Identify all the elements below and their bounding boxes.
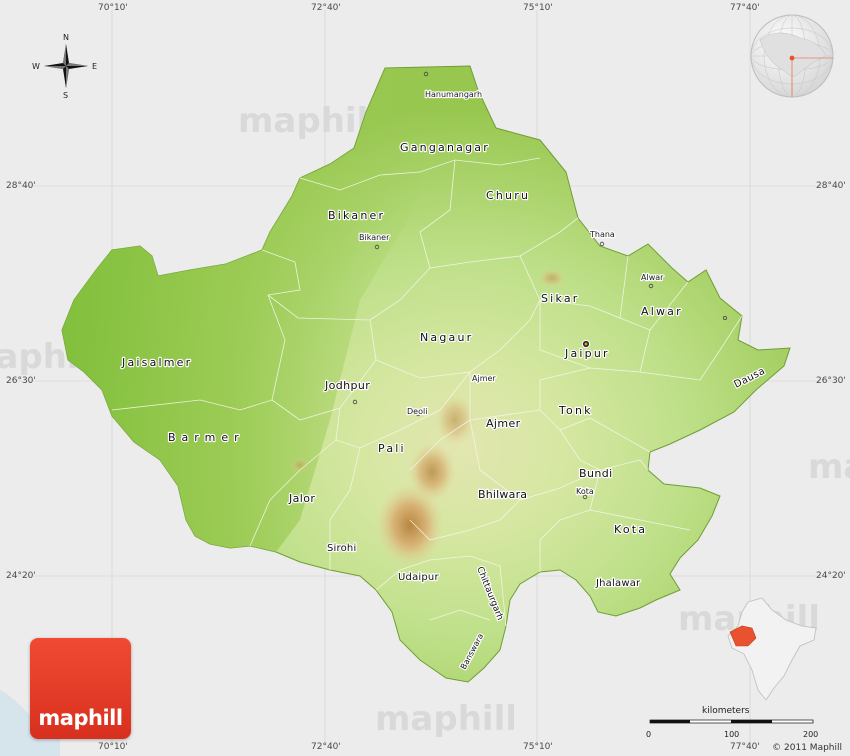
longitude-label-top-2: 72°40' bbox=[311, 3, 341, 13]
compass-south-label: S bbox=[63, 91, 68, 100]
region-label-barmer[interactable]: Barmer bbox=[167, 430, 245, 445]
city-label-kota[interactable]: Kota bbox=[575, 486, 595, 497]
latitude-label-left-3: 24°20' bbox=[6, 571, 36, 581]
city-dot-kota[interactable] bbox=[582, 494, 588, 500]
compass-west-label: W bbox=[32, 62, 40, 71]
region-label-udaipur[interactable]: Udaipur bbox=[397, 571, 441, 584]
city-label-alwar[interactable]: Alwar bbox=[640, 272, 666, 283]
city-label-hanumangarh[interactable]: Hanumangarh bbox=[424, 89, 483, 100]
region-label-nagaur[interactable]: Nagaur bbox=[419, 330, 473, 345]
latitude-label-left-2: 26°30' bbox=[6, 376, 36, 386]
region-label-churu[interactable]: Churu bbox=[485, 188, 530, 203]
latitude-label-left-1: 28°40' bbox=[6, 181, 36, 191]
city-dot-minor[interactable] bbox=[723, 315, 728, 320]
maphill-logo[interactable]: maphill bbox=[30, 638, 131, 739]
longitude-label-bottom-3: 75°10' bbox=[523, 742, 553, 752]
logo-text: maphill bbox=[38, 706, 123, 730]
region-label-jaipur[interactable]: Jaipur bbox=[563, 346, 610, 361]
latitude-label-right-3: 24°20' bbox=[816, 571, 846, 581]
city-dot-bikaner[interactable] bbox=[374, 244, 380, 250]
compass-north-label: N bbox=[63, 33, 69, 42]
city-markers bbox=[352, 71, 728, 500]
scale-tick-0: 0 bbox=[646, 730, 651, 739]
city-dot-alwar[interactable] bbox=[648, 283, 654, 289]
region-label-kota[interactable]: Kota bbox=[613, 522, 647, 537]
region-label-alwar[interactable]: Alwar bbox=[640, 304, 683, 319]
longitude-label-top-1: 70°10' bbox=[98, 3, 128, 13]
longitude-label-top-3: 75°10' bbox=[523, 3, 553, 13]
latitude-label-right-1: 28°40' bbox=[816, 181, 846, 191]
region-label-tonk[interactable]: Tonk bbox=[557, 403, 593, 418]
aravalli-hills bbox=[290, 268, 566, 567]
city-label-deoli[interactable]: Deoli bbox=[406, 406, 429, 417]
scale-tick-200: 200 bbox=[803, 730, 818, 739]
watermark-pattern: maphill maphill maphill maphill maphill bbox=[0, 101, 850, 739]
svg-text:maphill: maphill bbox=[375, 699, 517, 739]
scale-bar: 0 100 200 bbox=[646, 719, 818, 739]
svg-text:maphill: maphill bbox=[808, 447, 850, 487]
compass-rose: N S E W bbox=[32, 33, 97, 100]
longitude-label-bottom-1: 70°10' bbox=[98, 742, 128, 752]
region-label-jalor[interactable]: Jalor bbox=[287, 491, 316, 506]
region-label-pali[interactable]: Pali bbox=[377, 441, 406, 456]
city-labels: Hanumangarh Bikaner Thana Alwar Ajmer De… bbox=[358, 89, 666, 497]
longitude-label-bottom-2: 72°40' bbox=[311, 742, 341, 752]
region-label-jaisalmer[interactable]: Jaisalmer bbox=[120, 355, 192, 370]
city-dot-hanumangarh[interactable] bbox=[423, 71, 429, 77]
city-dot-deoli[interactable] bbox=[415, 411, 421, 417]
longitude-label-bottom-4: 77°40' bbox=[730, 742, 760, 752]
region-label-bikaner[interactable]: Bikaner bbox=[327, 208, 385, 223]
longitude-label-top-4: 77°40' bbox=[730, 3, 760, 13]
district-boundaries bbox=[111, 157, 743, 627]
latitude-label-right-2: 26°30' bbox=[816, 376, 846, 386]
region-label-jodhpur[interactable]: Jodhpur bbox=[323, 378, 371, 393]
city-dot-thana[interactable] bbox=[599, 241, 605, 247]
region-label-bhilwara[interactable]: Bhilwara bbox=[477, 487, 528, 502]
city-dot-ajmer[interactable] bbox=[483, 375, 489, 381]
region-label-jhalawar[interactable]: Jhalawar bbox=[594, 577, 642, 590]
city-dot-jodhpur[interactable] bbox=[352, 399, 358, 405]
copyright-notice: © 2011 Maphill bbox=[772, 743, 842, 753]
scale-title: kilometers bbox=[702, 706, 750, 716]
city-label-bikaner[interactable]: Bikaner bbox=[358, 232, 391, 243]
region-label-sikar[interactable]: Sikar bbox=[540, 291, 579, 306]
region-label-ganganagar[interactable]: Ganganagar bbox=[399, 140, 490, 155]
locator-globe bbox=[750, 14, 834, 98]
city-label-thana[interactable]: Thana bbox=[588, 229, 616, 240]
capital-marker[interactable] bbox=[581, 339, 591, 349]
region-label-sirohi[interactable]: Sirohi bbox=[326, 542, 358, 555]
region-label-ajmer[interactable]: Ajmer bbox=[485, 416, 522, 431]
city-label-ajmer[interactable]: Ajmer bbox=[471, 373, 498, 384]
region-label-bundi[interactable]: Bundi bbox=[578, 466, 614, 481]
svg-text:maphill: maphill bbox=[238, 101, 380, 141]
india-inset bbox=[727, 597, 817, 701]
scale-tick-100: 100 bbox=[724, 730, 739, 739]
compass-east-label: E bbox=[92, 62, 97, 71]
